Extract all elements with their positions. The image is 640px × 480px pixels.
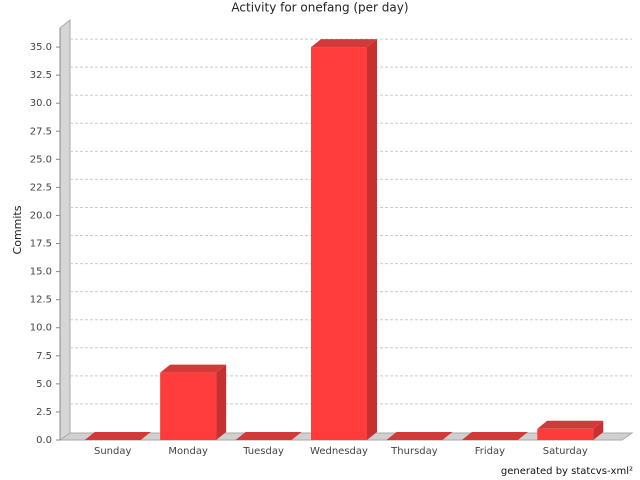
- bar-side: [216, 364, 227, 440]
- y-tick-label: 27.5: [30, 126, 52, 137]
- y-tick-label: 7.5: [36, 351, 52, 362]
- y-tick-label: 10.0: [30, 323, 52, 334]
- y-axis-label: Commits: [11, 205, 24, 254]
- y-tick-label: 30.0: [30, 98, 52, 109]
- x-tick-label: Monday: [168, 446, 208, 457]
- y-tick-label: 2.5: [36, 407, 52, 418]
- y-tick-label: 5.0: [36, 379, 52, 390]
- bar-top: [386, 432, 453, 440]
- bar-top: [311, 39, 377, 48]
- y-tick-label: 17.5: [30, 239, 52, 250]
- bar-front: [537, 428, 594, 440]
- footer: generated by statcvs-xml²: [501, 466, 633, 477]
- y-tick-label: 32.5: [30, 70, 52, 81]
- bar-top: [160, 364, 227, 373]
- x-tick-label: Wednesday: [310, 446, 368, 457]
- bar-side: [367, 39, 377, 441]
- bar-top: [461, 432, 528, 440]
- y-tick-label: 20.0: [30, 210, 52, 221]
- bar: [235, 432, 302, 440]
- y-tick-label: 12.5: [30, 295, 52, 306]
- bar-front: [160, 372, 217, 440]
- x-tick-label: Sunday: [94, 446, 131, 457]
- x-tick-label: Saturday: [543, 446, 588, 457]
- x-tick-label: Thursday: [390, 446, 438, 457]
- y-tick-label: 22.5: [30, 182, 52, 193]
- bar: [537, 420, 604, 440]
- bar: [311, 39, 377, 441]
- bar-top: [235, 432, 302, 440]
- x-tick-label: Friday: [475, 446, 505, 457]
- bar-side: [593, 420, 604, 440]
- y-tick-label: 0.0: [36, 435, 52, 446]
- left-wall: [59, 18, 71, 441]
- bar: [160, 364, 227, 440]
- y-tick-label: 15.0: [30, 267, 52, 278]
- bar-front: [311, 47, 367, 441]
- y-tick-label: 35.0: [30, 42, 52, 53]
- bar-top: [84, 432, 151, 440]
- bar: [84, 432, 151, 440]
- bar: [461, 432, 528, 440]
- y-tick-label: 25.0: [30, 154, 52, 165]
- chart-title: Activity for onefang (per day): [231, 1, 408, 15]
- x-tick-label: Tuesday: [242, 446, 284, 457]
- bar: [386, 432, 453, 440]
- bar-top: [537, 420, 604, 429]
